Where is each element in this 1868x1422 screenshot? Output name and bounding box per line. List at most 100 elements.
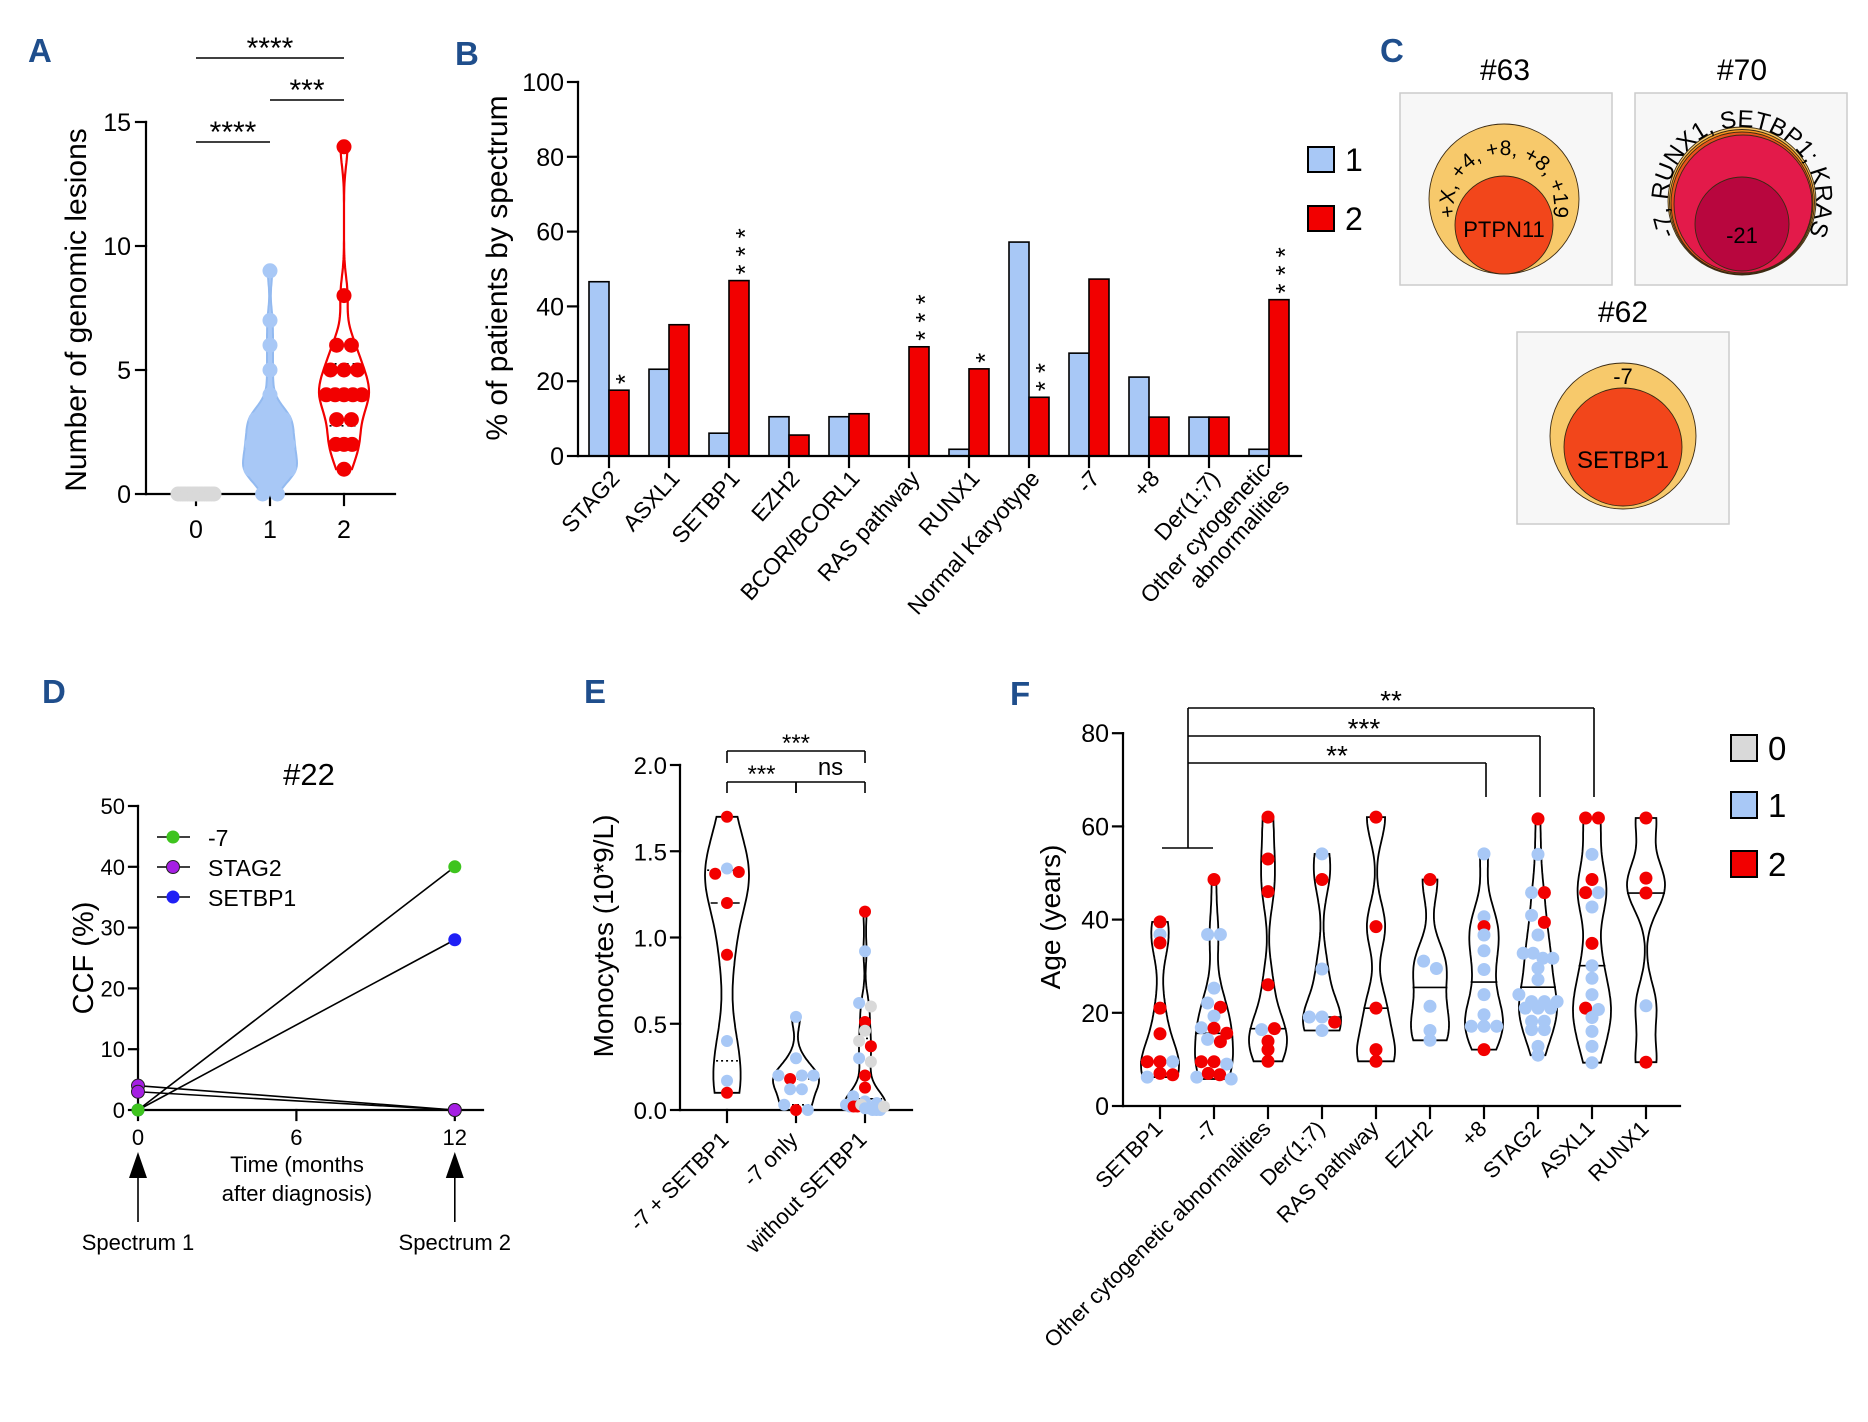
data-point: [1369, 1054, 1383, 1068]
data-point: [343, 412, 359, 428]
data-point: [732, 866, 745, 878]
legend-label: 1: [1768, 787, 1786, 824]
y-tick-label: 50: [101, 794, 125, 819]
y-tick-label: 0: [117, 481, 131, 509]
series-line: [137, 1084, 455, 1111]
x-tick-label: RUNX1: [1583, 1116, 1653, 1186]
data-point: [343, 337, 359, 353]
violin: [317, 145, 371, 471]
data-point: [1153, 936, 1167, 950]
bar-spectrum-2: [848, 412, 870, 457]
clone-plot: #70-7, RUNX1, SETBP1; KRAS-21: [1634, 54, 1848, 286]
y-tick-label: 60: [1081, 813, 1109, 841]
panel-label-b: B: [455, 35, 479, 72]
y-tick-label: 20: [536, 368, 564, 396]
clone-plot: #62 -7 SETBP1: [1516, 296, 1730, 525]
data-point: [1140, 1055, 1154, 1069]
bar-spectrum-1: [1008, 241, 1030, 457]
data-point: [1201, 1032, 1215, 1046]
data-point: [784, 1083, 797, 1096]
x-tick-label-line: EZH2: [746, 465, 805, 526]
data-point: [1201, 996, 1215, 1010]
x-tick-label: -7: [1190, 1116, 1222, 1148]
data-point: [262, 263, 278, 279]
data-point: [721, 897, 733, 909]
data-point: [1579, 811, 1593, 825]
data-point: [329, 412, 345, 428]
data-point: [1585, 847, 1599, 861]
data-point: [1224, 1072, 1238, 1086]
data-point: [1369, 1001, 1383, 1015]
data-point: [1525, 1023, 1539, 1037]
data-point: [1579, 886, 1593, 900]
panel-b-bar-chart: B 0 20 40 60 80 100 % of patients by spectrum ST…: [455, 35, 1363, 619]
data-point: [1315, 1010, 1329, 1024]
legend-swatch: [1730, 850, 1758, 878]
bar-spectrum-1: [708, 432, 730, 457]
data-point: [1525, 908, 1539, 922]
data-point: [878, 1100, 890, 1113]
data-point: [859, 1081, 871, 1094]
data-point: [1531, 961, 1545, 975]
data-point: [1639, 886, 1653, 900]
data-point: [1369, 920, 1383, 934]
data-point: [1153, 1066, 1167, 1080]
significance-label: ns: [818, 754, 843, 781]
data-point: [1213, 1068, 1227, 1082]
y-tick-label: 15: [103, 109, 131, 137]
legend-label: 2: [1345, 201, 1363, 237]
data-point: [795, 1069, 808, 1082]
data-point: [1328, 1015, 1342, 1029]
data-point: [206, 486, 222, 502]
data-point: [1261, 978, 1275, 992]
data-point: [1546, 951, 1560, 965]
data-point: [1591, 811, 1605, 825]
bar-spectrum-1: [1188, 416, 1210, 457]
data-point: [1220, 1057, 1234, 1071]
data-point: [1585, 873, 1599, 886]
bar-spectrum-1: [648, 368, 670, 457]
data-point: [448, 860, 462, 874]
data-point: [1585, 1011, 1599, 1024]
x-tick-label: 1: [263, 516, 277, 544]
series-line: [137, 1090, 455, 1111]
data-point: [1477, 1019, 1491, 1033]
data-point: [709, 867, 722, 880]
bar-spectrum-2: [1148, 416, 1170, 457]
data-point: [721, 1035, 733, 1047]
series-line: [137, 866, 456, 1111]
x-tick-label: 2: [337, 516, 351, 544]
y-tick-label: 2.0: [634, 753, 667, 780]
panel-label-a: A: [28, 32, 52, 69]
data-point: [1417, 954, 1431, 968]
significance-label: ***: [289, 74, 324, 107]
significance-label: **: [1030, 355, 1060, 391]
patient-id: #70: [1717, 54, 1767, 87]
data-point: [262, 387, 278, 403]
bar-spectrum-2: [1268, 298, 1290, 457]
data-point: [1423, 1033, 1437, 1047]
data-point: [721, 948, 733, 961]
panel-label-d: D: [42, 673, 66, 710]
data-point: [778, 1098, 791, 1111]
panel-e-violin-chart: E 0.0 0.5 1.0 1.5 2.0 Monocytes (10*9/L) -7 + S…: [584, 673, 914, 1259]
data-point: [1261, 1054, 1275, 1068]
violin: [1194, 878, 1234, 1080]
data-point: [1477, 944, 1491, 958]
data-point: [280, 436, 296, 452]
y-tick-label: 40: [1081, 907, 1109, 935]
data-point: [281, 461, 297, 477]
violin: [1302, 853, 1342, 1032]
annotation-label: Spectrum 1: [82, 1230, 195, 1255]
bar-spectrum-1: [1128, 376, 1150, 457]
data-point: [1639, 999, 1653, 1013]
bar-spectrum-1: [1068, 352, 1090, 457]
data-point: [1255, 1023, 1269, 1037]
data-point: [1585, 900, 1599, 914]
data-point: [1544, 1001, 1558, 1015]
data-point: [859, 905, 871, 918]
data-point: [859, 1016, 871, 1028]
data-point: [1423, 1024, 1437, 1037]
data-point: [1477, 847, 1491, 861]
